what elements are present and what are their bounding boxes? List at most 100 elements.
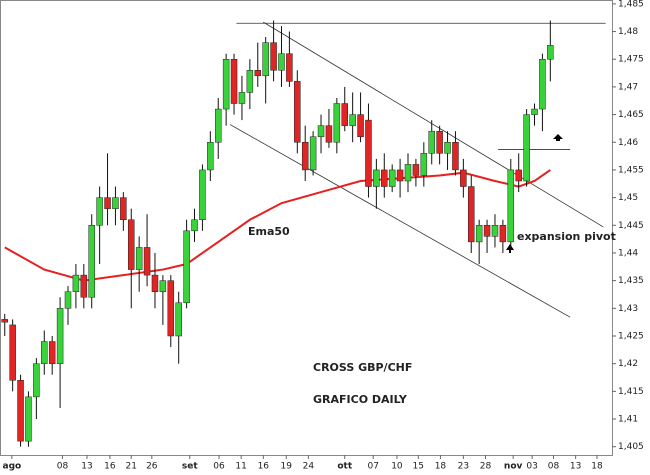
candle-body <box>404 164 412 182</box>
ema-line <box>4 169 551 282</box>
candle-body <box>159 280 167 292</box>
candle-body <box>254 70 262 77</box>
candle-body <box>222 58 230 110</box>
candle-body <box>412 164 420 176</box>
x-tick-label: 28 <box>480 462 492 472</box>
candle-body <box>230 58 238 104</box>
x-tick-label: 06 <box>213 462 225 472</box>
annotation: CROSS GBP/CHF <box>313 361 412 374</box>
candle-body <box>262 42 269 77</box>
arrow <box>553 134 563 141</box>
x-tick-label: set <box>182 462 198 472</box>
x-tick-label: 13 <box>570 462 581 472</box>
candle-body <box>17 380 24 442</box>
candle-body <box>278 53 285 71</box>
trend-line <box>229 124 571 318</box>
candle-body <box>452 142 459 171</box>
candle-body <box>357 114 364 137</box>
candle-body <box>112 197 119 209</box>
y-tick-label: 1,42 <box>618 359 638 369</box>
annotation: GRAFICO DAILY <box>313 393 408 406</box>
y-tick-label: 1,485 <box>618 0 644 9</box>
trend-line <box>263 21 604 228</box>
candle-body <box>56 308 64 364</box>
x-tick-label: 19 <box>281 462 293 472</box>
y-tick-label: 1,455 <box>618 165 644 175</box>
candle-body <box>88 225 95 298</box>
candle-body <box>547 45 554 60</box>
x-tick-label: 11 <box>235 462 246 472</box>
candle-body <box>294 81 301 143</box>
candle-body <box>531 108 538 115</box>
candle-body <box>491 225 499 237</box>
x-tick-label: 24 <box>303 462 315 472</box>
candle-body <box>365 119 372 187</box>
x-tick-label: 16 <box>104 462 116 472</box>
y-tick-label: 1,405 <box>618 442 644 452</box>
candle-body <box>167 280 175 337</box>
y-tick-label: 1,44 <box>618 248 638 258</box>
candle-body <box>515 169 522 182</box>
x-tick-label: 08 <box>57 462 69 472</box>
candle-body <box>420 153 428 176</box>
candle-body <box>539 58 546 110</box>
candle-body <box>341 103 348 126</box>
candle-body <box>309 136 317 171</box>
candle-body <box>523 114 530 182</box>
candle-body <box>396 169 404 182</box>
y-tick-label: 1,445 <box>618 221 644 231</box>
x-tick-label: 13 <box>81 462 92 472</box>
candle-body <box>436 130 443 154</box>
candle-body <box>373 169 380 187</box>
candle-body <box>444 142 451 154</box>
candle-body <box>64 291 72 309</box>
candle-body <box>317 125 325 137</box>
x-tick-label: ott <box>337 462 352 472</box>
x-tick-label: 21 <box>126 462 137 472</box>
y-tick-label: 1,47 <box>618 82 638 92</box>
candle-body <box>507 169 515 243</box>
arrow <box>506 244 514 253</box>
candle-body <box>333 103 341 143</box>
x-tick-label: 08 <box>548 462 560 472</box>
y-tick-label: 1,45 <box>618 193 638 203</box>
candle-body <box>475 225 483 243</box>
candle-body <box>214 108 222 143</box>
candle-body <box>483 225 491 237</box>
x-tick-label: 23 <box>458 462 469 472</box>
y-tick-label: 1,415 <box>618 387 644 397</box>
candle-body <box>25 396 32 442</box>
candle-body <box>428 130 435 154</box>
x-tick-label: ago <box>3 462 22 472</box>
candle-body <box>207 142 214 171</box>
ema-label: Ema50 <box>248 225 290 238</box>
annotation: expansion pivot <box>517 230 616 243</box>
candle-body <box>80 274 88 298</box>
candle-body <box>286 53 293 82</box>
candle-body <box>135 247 143 270</box>
candle-body <box>183 230 190 304</box>
y-tick-label: 1,435 <box>618 276 644 286</box>
candle-body <box>191 219 198 232</box>
y-tick-label: 1,465 <box>618 110 644 120</box>
candle-body <box>96 197 103 226</box>
x-tick-label: 18 <box>591 462 603 472</box>
candle-body <box>33 363 40 398</box>
y-tick-label: 1,425 <box>618 331 644 341</box>
y-tick-label: 1,46 <box>618 138 638 148</box>
candle-body <box>468 186 475 243</box>
x-tick-label: 15 <box>413 462 424 472</box>
candle-body <box>246 70 254 93</box>
candle-body <box>301 142 309 171</box>
x-tick-label: 03 <box>526 462 537 472</box>
y-tick-label: 1,475 <box>618 55 644 65</box>
y-tick-label: 1,48 <box>618 27 638 37</box>
candle-body <box>128 219 135 270</box>
candle-body <box>349 114 356 126</box>
candle-body <box>72 274 80 292</box>
candle-body <box>175 302 182 337</box>
x-tick-label: 07 <box>367 462 378 472</box>
candle-body <box>151 274 159 292</box>
x-tick-label: 26 <box>146 462 158 472</box>
